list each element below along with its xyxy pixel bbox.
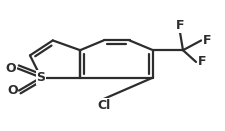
Text: S: S xyxy=(36,71,45,84)
Text: O: O xyxy=(7,84,18,97)
Text: Cl: Cl xyxy=(97,99,110,112)
Text: F: F xyxy=(175,19,183,32)
Text: F: F xyxy=(202,34,210,47)
Text: O: O xyxy=(6,62,16,75)
Text: F: F xyxy=(197,55,205,68)
